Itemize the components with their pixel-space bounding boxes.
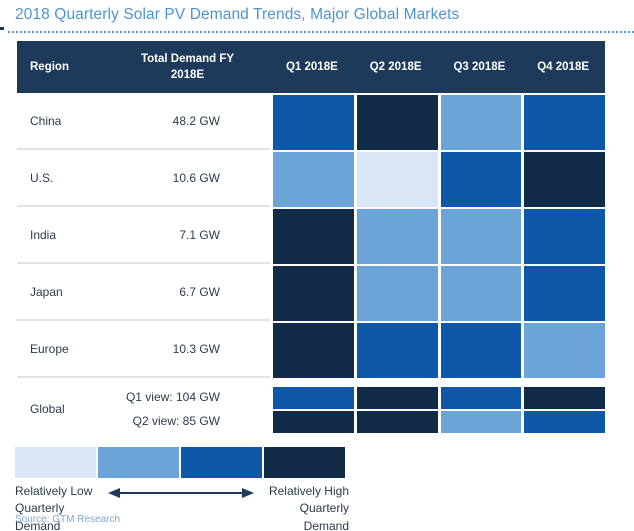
global-q1-view-label: Q1 view: 104 GW [125,390,220,404]
total-demand-value: 7.1 GW [105,207,270,264]
heat-cell [437,321,522,378]
heat-cell [521,150,605,207]
heat-cell [521,207,605,264]
heat-cell [437,385,522,409]
region-label: India [17,207,105,264]
heat-cell [353,150,438,207]
global-section: Global Q1 view: 104 GW Q2 view: 85 GW [17,385,605,433]
heat-cell [521,409,605,433]
header-total-demand: Total Demand FY 2018E [140,52,235,81]
heat-cell [353,321,438,378]
heat-cell [521,93,605,150]
header-region: Region [30,61,69,73]
heat-cell [521,321,605,378]
table-row: India 7.1 GW [17,207,605,264]
heat-cell [353,409,438,433]
heat-cell [521,385,605,409]
legend-high-label: Relatively High Quarterly Demand [256,483,349,531]
title-divider [8,31,634,33]
legend-swatch-high [264,447,345,478]
heat-cell [270,264,354,321]
heat-cell [521,264,605,321]
legend-low-line2: Quarterly Demand [15,501,65,531]
legend-swatch-medium-low [98,447,179,478]
table-row: Japan 6.7 GW [17,264,605,321]
region-label-global: Global [30,402,65,416]
heat-cell [437,264,522,321]
header-q3: Q3 2018E [453,61,506,73]
legend-low-line1: Relatively Low [15,484,93,498]
source-credit: Source: GTM Research [15,514,121,525]
global-q2-view-label: Q2 view: 85 GW [132,414,220,428]
table-row: Europe 10.3 GW [17,321,605,378]
legend-labels: Relatively Low Quarterly Demand Relative… [15,483,349,531]
heat-cell [270,385,354,409]
region-label: Europe [17,321,105,378]
heat-cell [437,150,522,207]
heat-cell [353,264,438,321]
demand-heatmap-table: Region Total Demand FY 2018E Q1 2018E Q2… [17,41,605,433]
header-q2: Q2 2018E [369,61,422,73]
region-label: China [17,93,105,150]
color-scale-legend [15,447,345,478]
edge-mark [0,27,4,30]
total-demand-value: 48.2 GW [105,93,270,150]
total-demand-value: 6.7 GW [105,264,270,321]
header-q1: Q1 2018E [285,61,338,73]
header-q4: Q4 2018E [537,61,590,73]
heat-cell [270,207,354,264]
legend-low-label: Relatively Low Quarterly Demand [15,483,106,531]
double-arrow-icon [106,483,256,531]
heat-cell [437,207,522,264]
heat-cell [270,150,354,207]
heat-cell [270,93,354,150]
region-label: U.S. [17,150,105,207]
heat-cell [437,409,522,433]
legend-high-line1: Relatively High [268,484,349,498]
total-demand-value: 10.6 GW [105,150,270,207]
legend-high-line2: Quarterly Demand [299,501,349,531]
heat-cell [353,93,438,150]
heat-cell [270,409,354,433]
table-header-row: Region Total Demand FY 2018E Q1 2018E Q2… [17,41,605,93]
page-title: 2018 Quarterly Solar PV Demand Trends, M… [15,6,460,23]
heat-cell [437,93,522,150]
heat-cell [270,321,354,378]
heat-cell [353,385,438,409]
heat-cell [353,207,438,264]
region-label: Japan [17,264,105,321]
legend-swatch-medium-high [181,447,262,478]
legend-swatch-low [15,447,96,478]
table-row: China 48.2 GW [17,93,605,150]
total-demand-value: 10.3 GW [105,321,270,378]
table-row: U.S. 10.6 GW [17,150,605,207]
